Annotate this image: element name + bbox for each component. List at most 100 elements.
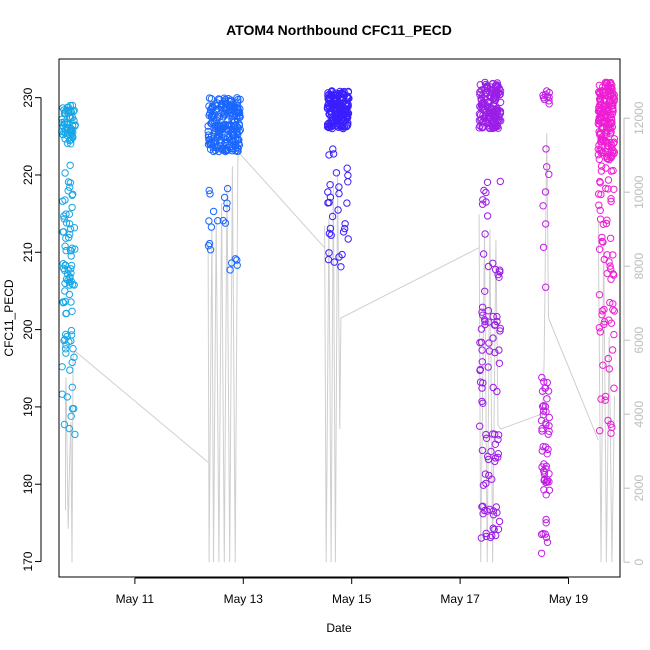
x-tick-label: May 11 bbox=[116, 592, 155, 606]
data-point bbox=[485, 505, 494, 513]
data-point bbox=[478, 446, 487, 455]
data-point bbox=[598, 311, 606, 319]
data-point bbox=[543, 378, 551, 387]
data-point bbox=[58, 363, 66, 371]
data-point bbox=[596, 427, 604, 435]
data-point bbox=[596, 97, 605, 105]
data-point bbox=[610, 307, 619, 315]
data-point bbox=[483, 119, 492, 128]
data-point bbox=[596, 328, 604, 336]
data-point bbox=[481, 113, 489, 121]
data-point bbox=[478, 303, 487, 311]
data-point bbox=[485, 347, 494, 355]
data-point bbox=[327, 91, 335, 99]
data-point bbox=[214, 217, 222, 225]
data-point bbox=[492, 531, 500, 540]
data-point bbox=[607, 195, 615, 203]
data-point bbox=[485, 339, 493, 347]
data-point bbox=[545, 427, 553, 435]
data-point bbox=[71, 121, 79, 129]
data-point bbox=[335, 189, 343, 198]
data-point bbox=[478, 308, 486, 316]
data-point bbox=[600, 305, 608, 314]
data-point bbox=[211, 146, 220, 155]
data-point bbox=[223, 145, 231, 154]
data-point bbox=[491, 430, 499, 438]
data-point bbox=[489, 312, 497, 321]
data-point bbox=[538, 402, 547, 411]
x-tick-label: May 19 bbox=[549, 592, 589, 606]
data-point bbox=[59, 260, 67, 268]
data-point bbox=[68, 358, 76, 367]
data-point bbox=[495, 346, 503, 354]
data-point bbox=[66, 273, 74, 281]
data-point bbox=[328, 212, 337, 221]
y-axis-label: CFC11_PECD bbox=[2, 279, 16, 356]
y-tick-label: 230 bbox=[21, 87, 35, 107]
y-tick-label: 200 bbox=[21, 319, 35, 339]
data-point bbox=[493, 312, 501, 321]
data-point bbox=[483, 212, 492, 220]
data-point bbox=[236, 113, 244, 122]
data-point bbox=[223, 117, 232, 125]
data-point bbox=[343, 113, 351, 122]
data-point bbox=[219, 216, 228, 225]
data-point bbox=[596, 177, 604, 186]
data-point bbox=[64, 109, 72, 117]
data-point bbox=[545, 97, 553, 105]
data-point bbox=[540, 470, 549, 479]
data-point bbox=[605, 365, 613, 373]
data-point bbox=[222, 135, 230, 144]
data-point bbox=[541, 384, 550, 392]
data-point bbox=[594, 151, 603, 159]
data-point bbox=[332, 117, 340, 125]
data-point bbox=[543, 395, 551, 403]
data-point bbox=[595, 81, 604, 90]
data-point bbox=[482, 430, 490, 439]
data-point bbox=[58, 197, 67, 205]
data-point bbox=[493, 82, 501, 91]
data-point bbox=[65, 278, 74, 286]
data-point bbox=[609, 270, 617, 278]
y-tick-label: 170 bbox=[21, 551, 35, 571]
data-point bbox=[609, 251, 617, 259]
data-point bbox=[209, 104, 217, 112]
data-point bbox=[68, 101, 77, 110]
data-point bbox=[545, 470, 553, 478]
data-point bbox=[207, 95, 216, 103]
data-point bbox=[596, 131, 604, 139]
data-point bbox=[492, 88, 500, 96]
data-point bbox=[606, 234, 615, 243]
data-point bbox=[209, 147, 218, 156]
data-point bbox=[226, 266, 234, 274]
altitude-line bbox=[597, 221, 616, 563]
data-point bbox=[482, 532, 490, 541]
data-point bbox=[599, 238, 607, 246]
data-point bbox=[542, 220, 550, 228]
data-point bbox=[610, 330, 618, 339]
data-point bbox=[335, 90, 344, 98]
data-point bbox=[475, 124, 483, 132]
data-point bbox=[221, 95, 230, 104]
data-point bbox=[325, 249, 333, 257]
data-point bbox=[326, 193, 335, 202]
data-point bbox=[603, 216, 611, 224]
data-point bbox=[65, 290, 74, 299]
data-point bbox=[233, 147, 241, 155]
data-point bbox=[220, 111, 229, 119]
data-point bbox=[605, 258, 613, 266]
data-point bbox=[344, 94, 352, 102]
data-point bbox=[597, 162, 606, 170]
data-point bbox=[66, 366, 74, 374]
data-point bbox=[476, 338, 484, 347]
data-point bbox=[479, 311, 487, 319]
data-point bbox=[483, 82, 491, 90]
data-point bbox=[494, 525, 503, 533]
data-point bbox=[598, 307, 606, 315]
data-point bbox=[65, 210, 74, 218]
data-point bbox=[487, 447, 495, 456]
data-point bbox=[545, 413, 553, 422]
data-point bbox=[497, 117, 505, 125]
data-point bbox=[476, 422, 484, 430]
data-point bbox=[221, 219, 230, 227]
